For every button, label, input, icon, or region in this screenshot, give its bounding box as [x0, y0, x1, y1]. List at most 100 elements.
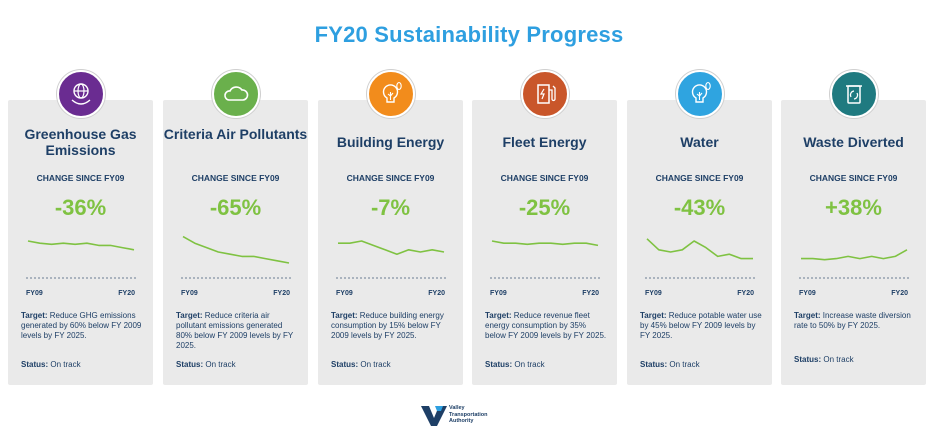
metric-name: Waste Diverted [803, 134, 904, 150]
trend-sparkline [26, 240, 136, 279]
metric-icon-badge [829, 70, 878, 118]
vta-logo-text: Valley Transportation Authority [449, 405, 488, 425]
status-label: Status: [331, 360, 359, 369]
trend-line [338, 240, 445, 256]
recycle-bin-icon [845, 85, 862, 104]
metric-icon-badge [675, 70, 724, 118]
x-axis-start-label: FY09 [799, 290, 816, 297]
x-axis-end-label: FY20 [428, 290, 445, 297]
target-description: Reduce criteria air pollutant emissions … [176, 311, 294, 350]
cloud-icon [223, 86, 248, 101]
x-axis-start-label: FY09 [181, 290, 198, 297]
bulb-footprint-icon [382, 81, 402, 103]
vta-logo-icon [421, 406, 447, 426]
metric-name: Water [680, 134, 719, 150]
status-label: Status: [640, 360, 668, 369]
target-label: Target: [176, 311, 203, 320]
metric-card: Greenhouse Gas Emissions CHANGE SINCE FY0… [8, 70, 153, 385]
status-label: Status: [176, 360, 204, 369]
status-value: On track [203, 360, 236, 369]
change-percent: -25% [518, 195, 571, 220]
target-description: Increase waste diversion rate to 50% by … [794, 311, 911, 330]
page-title: FY20 Sustainability Progress [314, 22, 624, 47]
status-value: On track [667, 360, 700, 369]
x-axis-start-label: FY09 [336, 290, 353, 297]
metric-icon-badge [211, 70, 260, 118]
metric-name: Building Energy [336, 134, 445, 150]
change-percent: -36% [54, 195, 107, 220]
logo-line-2: Transportation [449, 411, 488, 418]
status-text: Status: On track [485, 360, 545, 369]
status-label: Status: [485, 360, 513, 369]
status-value: On track [48, 360, 81, 369]
metric-name: Greenhouse Gas Emissions [24, 126, 137, 158]
trend-line [491, 240, 599, 247]
x-axis-start-label: FY09 [26, 290, 43, 297]
status-value: On track [821, 355, 854, 364]
change-label: CHANGE SINCE FY09 [655, 173, 744, 183]
x-axis-end-label: FY20 [273, 290, 290, 297]
status-text: Status: On track [21, 360, 81, 369]
target-text: Target: Reduce building energy consumpti… [331, 311, 455, 341]
metric-card: Waste Diverted CHANGE SINCE FY09 +38% FY09 F… [781, 70, 926, 385]
status-text: Status: On track [176, 360, 236, 369]
change-label: CHANGE SINCE FY09 [36, 173, 125, 183]
trend-line [27, 240, 135, 251]
trend-sparkline [799, 249, 909, 279]
metric-card: Water CHANGE SINCE FY09 -43% FY09 FY20 Target… [627, 70, 772, 385]
target-label: Target: [331, 311, 358, 320]
x-axis-end-label: FY20 [118, 290, 135, 297]
change-label: CHANGE SINCE FY09 [346, 173, 435, 183]
change-percent: -65% [209, 195, 262, 220]
target-description: Reduce revenue fleet energy consumption … [485, 311, 607, 340]
target-label: Target: [485, 311, 512, 320]
x-axis-end-label: FY20 [582, 290, 599, 297]
status-label: Status: [794, 355, 822, 364]
metric-card: Criteria Air Pollutants CHANGE SINCE FY09… [163, 70, 308, 385]
target-description: Reduce potable water use by 45% below FY… [640, 311, 762, 340]
change-label: CHANGE SINCE FY09 [191, 173, 280, 183]
globe-icon [71, 83, 90, 105]
target-text: Target: Reduce criteria air pollutant em… [176, 311, 300, 351]
change-label: CHANGE SINCE FY09 [500, 173, 589, 183]
status-label: Status: [21, 360, 49, 369]
metric-icon-badge [366, 70, 415, 118]
target-text: Target: Reduce potable water use by 45% … [640, 311, 764, 341]
trend-sparkline [181, 235, 291, 279]
trend-line [801, 249, 908, 261]
metric-icon-badge [520, 70, 569, 118]
status-value: On track [512, 360, 545, 369]
x-axis-end-label: FY20 [737, 290, 754, 297]
status-text: Status: On track [331, 360, 391, 369]
status-text: Status: On track [794, 355, 854, 364]
target-label: Target: [640, 311, 667, 320]
status-value: On track [358, 360, 391, 369]
trend-sparkline [645, 238, 755, 279]
x-axis-end-label: FY20 [891, 290, 908, 297]
change-percent: -43% [673, 195, 726, 220]
x-axis-start-label: FY09 [490, 290, 507, 297]
change-percent: +38% [825, 195, 882, 220]
x-axis-start-label: FY09 [645, 290, 662, 297]
trend-line [646, 238, 753, 260]
logo-line-1: Valley [449, 405, 465, 411]
fuel-pump-icon [536, 84, 556, 104]
target-description: Reduce GHG emissions generated by 60% be… [21, 311, 142, 340]
target-text: Target: Increase waste diversion rate to… [794, 311, 918, 331]
target-description: Reduce building energy consumption by 15… [331, 311, 444, 340]
metric-card: Building Energy CHANGE SINCE FY09 -7% FY09 F… [318, 70, 463, 385]
trend-line [182, 235, 290, 264]
bulb-footprint-icon [691, 81, 711, 103]
trend-sparkline [336, 240, 446, 279]
target-label: Target: [21, 311, 48, 320]
trend-sparkline [490, 240, 600, 279]
logo-line-3: Authority [449, 418, 474, 424]
change-percent: -7% [370, 195, 411, 220]
status-text: Status: On track [640, 360, 700, 369]
metric-name: Criteria Air Pollutants [163, 126, 308, 142]
metric-icon-badge [56, 70, 105, 118]
vta-logo: Valley Transportation Authority [421, 402, 521, 430]
target-label: Target: [794, 311, 821, 320]
metric-card: Fleet Energy CHANGE SINCE FY09 -25% FY09 FY2… [472, 70, 617, 385]
metric-cards: Greenhouse Gas Emissions CHANGE SINCE FY0… [8, 70, 930, 390]
